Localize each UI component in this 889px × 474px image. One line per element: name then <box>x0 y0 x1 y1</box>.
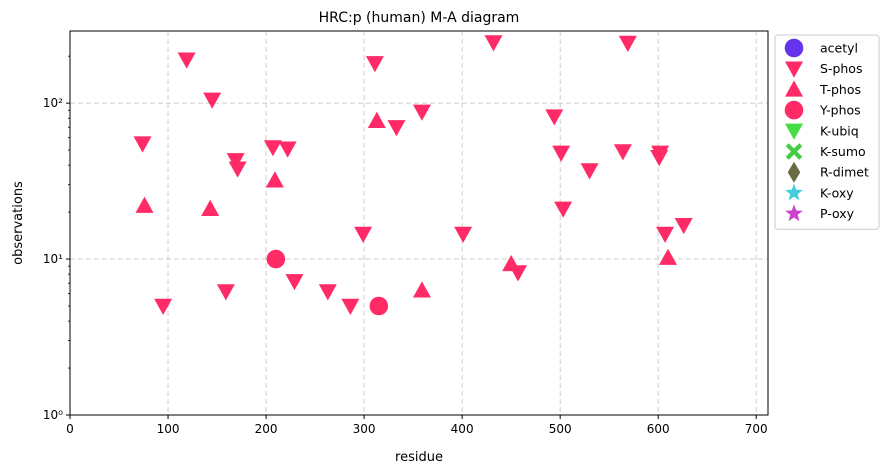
x-tick-label: 400 <box>451 422 474 436</box>
legend-marker-k-sumo <box>785 143 803 160</box>
y-tick-label: 10² <box>43 96 63 110</box>
x-axis-ticks: 0 100 200 300 400 500 600 700 <box>66 415 768 436</box>
data-point-s-phos <box>278 141 297 158</box>
legend-label-acetyl: acetyl <box>820 41 858 56</box>
x-tick-label: 700 <box>745 422 768 436</box>
data-point-s-phos <box>228 161 247 178</box>
data-point-s-phos <box>341 298 360 315</box>
data-point-t-phos <box>265 171 284 188</box>
legend-label-s-phos: S-phos <box>820 61 862 76</box>
data-point-s-phos <box>618 35 637 52</box>
data-point-t-phos <box>135 196 154 213</box>
x-tick-label: 300 <box>353 422 376 436</box>
data-point-t-phos <box>412 281 431 298</box>
data-point-s-phos <box>318 284 337 301</box>
legend-box <box>774 34 880 230</box>
data-point-s-phos <box>545 109 564 126</box>
data-point-s-phos <box>263 140 282 157</box>
data-point-t-phos <box>367 111 386 129</box>
x-axis-label: residue <box>395 450 443 465</box>
plot-frame <box>69 30 769 416</box>
legend-marker-p-oxy <box>785 204 803 222</box>
data-point-s-phos <box>226 153 245 170</box>
data-points <box>133 35 693 316</box>
y-axis-ticks: 10⁰ 10¹ 10² <box>43 96 70 422</box>
x-tick-label: 600 <box>647 422 670 436</box>
legend-marker-t-phos <box>785 80 803 97</box>
legend-marker-k-ubiq <box>785 123 803 140</box>
data-point-s-phos <box>177 52 196 69</box>
data-point-t-phos <box>659 248 678 265</box>
x-tick-label: 500 <box>549 422 572 436</box>
legend-label-r-dimet: R-dimet <box>820 165 869 180</box>
grid-lines <box>70 31 768 415</box>
legend-marker-s-phos <box>785 61 803 78</box>
data-point-y-phos <box>266 249 286 269</box>
data-point-s-phos <box>412 104 431 121</box>
legend-marker-y-phos <box>784 100 804 120</box>
data-point-s-phos <box>674 217 693 235</box>
data-point-s-phos <box>552 145 571 162</box>
y-tick-label: 10⁰ <box>43 408 63 422</box>
legend-marker-r-dimet <box>787 161 801 183</box>
data-point-s-phos <box>554 201 573 218</box>
legend-marker-k-oxy <box>785 183 803 201</box>
legend-label-t-phos: T-phos <box>819 82 861 97</box>
chart-title: HRC:p (human) M-A diagram <box>319 10 520 26</box>
legend-label-k-oxy: K-oxy <box>820 185 854 200</box>
y-axis-label: observations <box>11 181 26 265</box>
data-point-s-phos <box>203 92 222 109</box>
data-point-s-phos <box>216 284 235 301</box>
data-point-s-phos <box>354 226 373 243</box>
legend-label-p-oxy: P-oxy <box>820 206 855 221</box>
data-point-s-phos <box>656 226 675 243</box>
data-point-s-phos <box>285 274 304 291</box>
data-point-y-phos <box>369 296 389 316</box>
x-tick-label: 0 <box>66 422 74 436</box>
data-point-t-phos <box>502 254 521 272</box>
data-point-s-phos <box>365 56 384 73</box>
data-point-s-phos <box>580 163 599 180</box>
legend-label-y-phos: Y-phos <box>819 103 861 118</box>
data-point-s-phos <box>454 226 473 243</box>
data-point-s-phos <box>133 136 152 153</box>
data-point-s-phos <box>651 145 670 162</box>
legend-label-k-ubiq: K-ubiq <box>820 123 859 138</box>
legend-label-k-sumo: K-sumo <box>820 144 866 159</box>
data-point-s-phos <box>387 120 406 137</box>
x-tick-label: 200 <box>255 422 278 436</box>
data-point-s-phos <box>484 35 503 52</box>
data-point-s-phos <box>613 144 632 161</box>
y-tick-label: 10¹ <box>43 252 63 266</box>
data-point-t-phos <box>201 199 220 217</box>
data-point-s-phos <box>154 298 173 315</box>
x-tick-label: 100 <box>157 422 180 436</box>
legend: acetyl S-phos T-phos Y-phos K-ubiq K-sumo R-di… <box>774 34 880 230</box>
legend-marker-acetyl <box>784 38 804 58</box>
